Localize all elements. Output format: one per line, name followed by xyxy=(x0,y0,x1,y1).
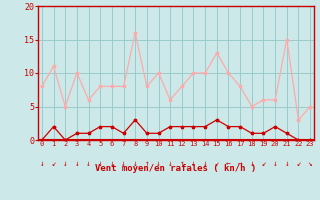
Text: ↓: ↓ xyxy=(284,159,289,168)
Text: ↓: ↓ xyxy=(40,159,44,168)
Text: ↘: ↘ xyxy=(308,159,312,168)
Text: ↓: ↓ xyxy=(86,159,91,168)
Text: ↓: ↓ xyxy=(98,159,102,168)
Text: ↑: ↑ xyxy=(145,159,149,168)
Text: ↙: ↙ xyxy=(296,159,301,168)
Text: ↓: ↓ xyxy=(133,159,138,168)
Text: ↙: ↙ xyxy=(51,159,56,168)
Text: ↓: ↓ xyxy=(156,159,161,168)
Text: ↓: ↓ xyxy=(168,159,172,168)
Text: ↓: ↓ xyxy=(250,159,254,168)
Text: ↑: ↑ xyxy=(180,159,184,168)
Text: →: → xyxy=(238,159,243,168)
Text: ↙: ↙ xyxy=(214,159,219,168)
Text: ↙: ↙ xyxy=(261,159,266,168)
Text: ↓: ↓ xyxy=(273,159,277,168)
Text: ↓: ↓ xyxy=(121,159,126,168)
Text: ↓: ↓ xyxy=(191,159,196,168)
Text: ↓: ↓ xyxy=(63,159,68,168)
X-axis label: Vent moyen/en rafales ( kn/h ): Vent moyen/en rafales ( kn/h ) xyxy=(95,164,257,173)
Text: ←: ← xyxy=(226,159,231,168)
Text: ↓: ↓ xyxy=(109,159,114,168)
Text: ↓: ↓ xyxy=(203,159,207,168)
Text: ↓: ↓ xyxy=(75,159,79,168)
